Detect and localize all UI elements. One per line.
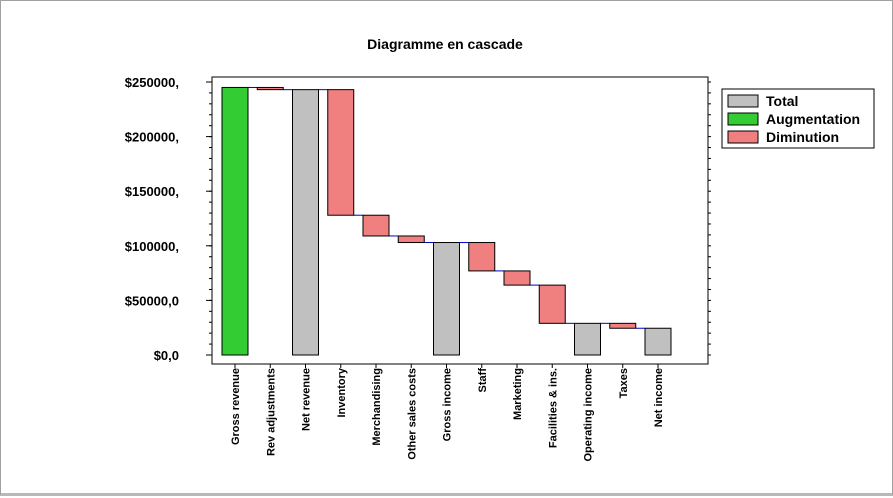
bar-decrease [503,270,531,286]
bar-total [292,89,319,356]
x-axis-labels: Gross revenue Rev adjustments Net revenue I… [230,364,665,462]
plot-area [211,76,709,365]
bar-decrease [362,214,390,237]
x-tick-label: Marketing [512,368,524,420]
y-tick-label: $100000, [125,239,179,254]
x-tick-label: Net revenue [301,368,313,431]
legend-label: Diminution [766,129,839,145]
connector-lines [248,86,645,329]
bar-decrease [397,235,425,244]
legend-swatch-decrease [727,130,759,144]
bar-total [574,322,601,356]
x-tick-label: Net income [653,368,665,427]
bar-total [433,242,460,356]
bar-increase [221,86,249,356]
y-axis: $0,0 $50000,0 $100000, $150000, $200000, $250… [125,75,711,363]
x-tick-label: Taxes [618,368,630,398]
x-tick-label: Inventory [336,367,348,417]
y-tick-label: $250000, [125,75,179,90]
bar-decrease [327,89,355,216]
x-tick-label: Other sales costs [406,368,418,460]
bar-decrease [468,242,496,272]
y-tick-label: $50000,0 [125,293,179,308]
bar-total [644,327,672,356]
bar-decrease [609,322,637,329]
legend-label: Total [766,93,798,109]
bar-decrease [538,284,566,324]
legend-label: Augmentation [766,111,860,127]
y-tick-label: $150000, [125,184,179,199]
x-tick-label: Gross income [442,368,454,441]
bar-decrease [256,86,284,91]
chart-title: Diagramme en cascade [367,36,523,52]
y-tick-label: $0,0 [154,348,179,363]
x-tick-label: Operating income [583,368,595,462]
legend: Total Augmentation Diminution [721,88,875,149]
bars [221,86,672,356]
x-tick-label: Staff [477,368,489,393]
x-tick-label: Merchandising [371,368,383,446]
y-tick-label: $200000, [125,130,179,145]
x-tick-label: Rev adjustments [265,368,277,456]
legend-swatch-increase [727,112,759,126]
x-tick-label: Gross revenue [230,368,242,445]
legend-swatch-total [727,94,759,108]
x-tick-label: Facilities & ins. [547,368,559,448]
